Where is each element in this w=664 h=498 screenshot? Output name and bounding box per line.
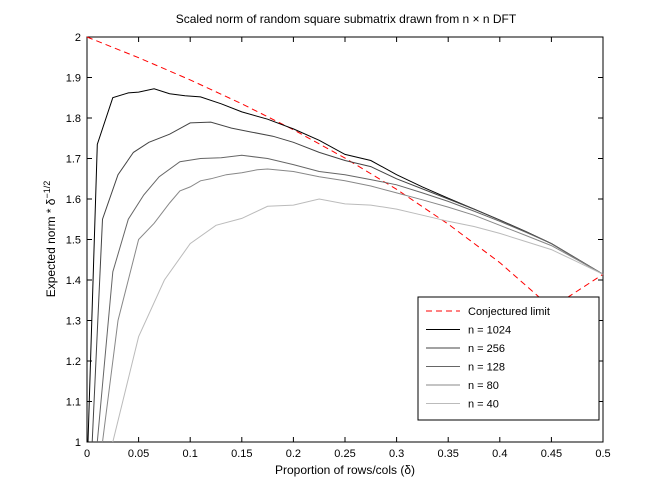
legend: Conjectured limit n = 1024 n = 256 n = 128 n… (417, 296, 600, 421)
series-line-40 (112, 198, 604, 443)
x-tick-label: 0.5 (595, 448, 610, 460)
x-tick-label: 0.1 (183, 448, 198, 460)
x-tick-label: 0 (84, 448, 90, 460)
legend-box (417, 296, 600, 421)
x-axis: 0 0.05 0.1 0.15 0.2 0.25 0.3 0.35 0.4 0.45 0.5 (84, 37, 611, 460)
y-tick-label: 2 (75, 32, 81, 44)
x-tick-label: 0.15 (231, 448, 252, 460)
y-axis: 1 1.1 1.2 1.3 1.4 1.5 1.6 1.7 1.8 1.9 2 (66, 32, 603, 449)
y-tick-label: 1.9 (66, 73, 81, 85)
y-axis-label-superscript: −1/2 (42, 181, 52, 199)
legend-label: n = 80 (468, 380, 499, 392)
y-axis-label-main: Expected norm * δ (44, 198, 58, 297)
x-tick-label: 0.25 (334, 448, 355, 460)
y-tick-label: 1.3 (66, 316, 81, 328)
legend-label: n = 128 (468, 362, 505, 374)
series-line-conjectured-limit (86, 36, 604, 309)
y-tick-label: 1.6 (66, 194, 81, 206)
chart-title: Scaled norm of random square submatrix d… (176, 12, 517, 26)
series-line-128 (96, 154, 604, 443)
y-tick-label: 1.8 (66, 113, 81, 125)
y-tick-label: 1.1 (66, 397, 81, 409)
x-tick-label: 0.4 (492, 448, 507, 460)
y-tick-label: 1.2 (66, 356, 81, 368)
legend-label: n = 40 (468, 399, 499, 411)
x-tick-label: 0.3 (389, 448, 404, 460)
x-tick-label: 0.35 (437, 448, 458, 460)
legend-label: Conjectured limit (468, 306, 550, 318)
y-tick-label: 1 (75, 437, 81, 449)
y-tick-label: 1.7 (66, 154, 81, 166)
y-tick-label: 1.5 (66, 235, 81, 247)
x-tick-label: 0.2 (286, 448, 301, 460)
x-tick-label: 0.05 (128, 448, 149, 460)
x-axis-label: Proportion of rows/cols (δ) (275, 463, 415, 477)
series-group (86, 36, 604, 443)
legend-label: n = 1024 (468, 325, 511, 337)
legend-label: n = 256 (468, 343, 505, 355)
x-tick-label: 0.45 (541, 448, 562, 460)
series-line-80 (102, 168, 604, 443)
y-axis-label: Expected norm * δ−1/2 (42, 181, 58, 298)
series-line-256 (91, 121, 604, 443)
y-tick-label: 1.4 (66, 275, 81, 287)
